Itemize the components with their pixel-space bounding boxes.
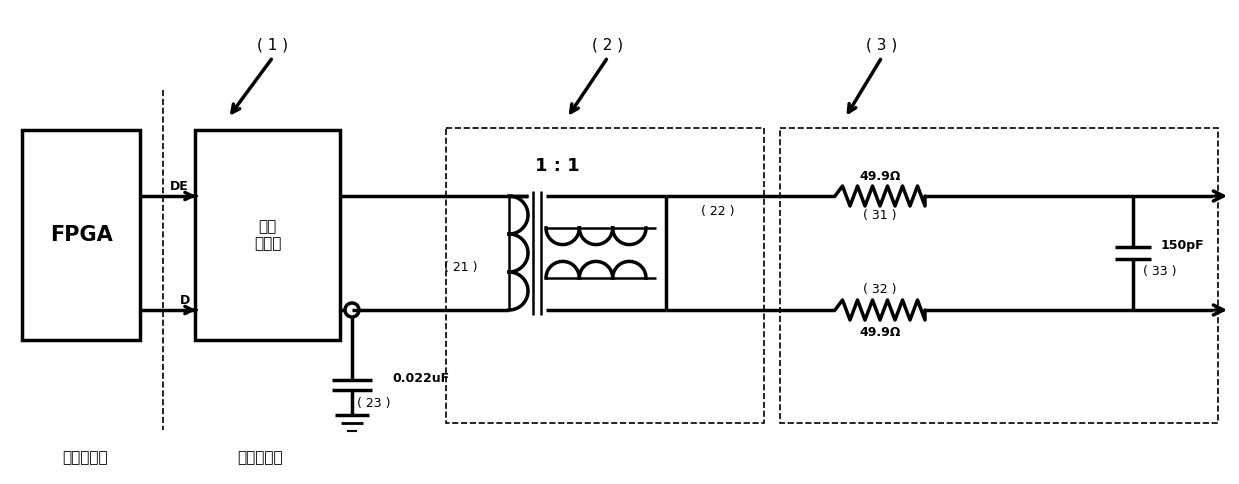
Text: DE: DE [170, 180, 188, 193]
Text: 150pF: 150pF [1161, 239, 1204, 252]
Text: ( 21 ): ( 21 ) [444, 261, 477, 274]
Text: 0.022uF: 0.022uF [392, 372, 449, 384]
Text: 链路层设计: 链路层设计 [62, 451, 108, 466]
Text: 1 : 1: 1 : 1 [535, 157, 580, 175]
Bar [781, 128, 1218, 423]
Bar [195, 130, 339, 340]
Text: 物理层设计: 物理层设计 [237, 451, 282, 466]
Text: ( 3 ): ( 3 ) [866, 37, 897, 52]
Text: ( 31 ): ( 31 ) [864, 210, 897, 223]
Text: ( 23 ): ( 23 ) [357, 397, 390, 410]
Text: FPGA: FPGA [50, 225, 113, 245]
Text: 49.9Ω: 49.9Ω [860, 326, 901, 338]
Text: ( 33 ): ( 33 ) [1144, 264, 1177, 277]
Text: ( 22 ): ( 22 ) [701, 205, 735, 217]
Text: ( 32 ): ( 32 ) [864, 284, 897, 297]
Text: ( 2 ): ( 2 ) [592, 37, 623, 52]
Bar [446, 128, 764, 423]
Text: 49.9Ω: 49.9Ω [860, 169, 901, 182]
Bar [22, 130, 140, 340]
Text: 总线
收发器: 总线 收发器 [254, 219, 281, 251]
Text: ( 1 ): ( 1 ) [258, 37, 289, 52]
Text: D: D [180, 293, 190, 306]
